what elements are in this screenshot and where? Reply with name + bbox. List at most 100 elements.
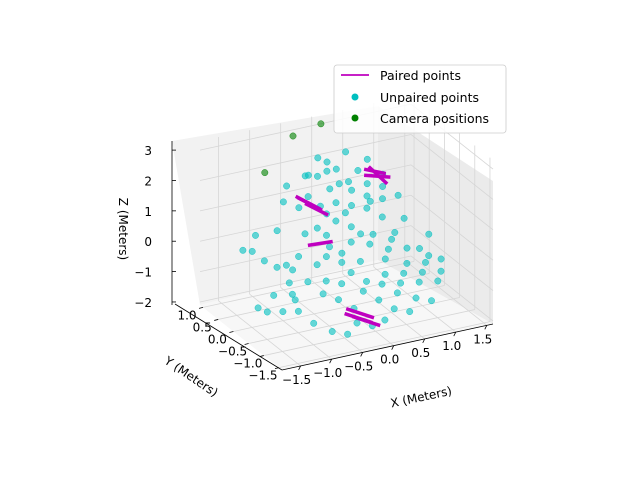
y-tick-label: −1.5 xyxy=(248,369,277,383)
unpaired-point xyxy=(273,263,281,271)
paired-point-link xyxy=(345,307,375,320)
unpaired-point xyxy=(434,277,442,285)
legend-label-camera: Camera positions xyxy=(380,111,489,126)
unpaired-point xyxy=(384,245,392,253)
x-gridline xyxy=(218,300,301,367)
z-gridline xyxy=(410,194,494,261)
unpaired-point xyxy=(437,267,445,275)
x-tick-label: 1.0 xyxy=(442,339,461,353)
x-tick-label: −1.0 xyxy=(313,366,342,380)
unpaired-point xyxy=(391,229,399,236)
unpaired-point xyxy=(394,191,402,199)
z-gridline xyxy=(199,194,412,242)
unpaired-point xyxy=(348,186,356,194)
unpaired-point xyxy=(332,165,340,173)
unpaired-point xyxy=(437,255,445,263)
z-gridline xyxy=(199,255,412,303)
unpaired-point xyxy=(378,280,386,288)
unpaired-point xyxy=(428,297,435,305)
x-tick-label: 0.0 xyxy=(380,353,399,367)
unpaired-point xyxy=(381,255,389,263)
x-tick-label: 1.5 xyxy=(473,332,492,346)
unpaired-point xyxy=(345,178,352,186)
unpaired-point xyxy=(323,167,331,175)
unpaired-point xyxy=(412,294,420,302)
unpaired-point xyxy=(403,244,411,252)
unpaired-point xyxy=(363,204,371,212)
y-tick-mark xyxy=(214,319,219,321)
x-gridline xyxy=(404,260,488,326)
unpaired-point xyxy=(282,261,290,269)
y-tick-label: 0.5 xyxy=(193,320,212,334)
unpaired-point xyxy=(319,290,327,298)
unpaired-point xyxy=(356,257,364,265)
unpaired-point xyxy=(338,249,346,257)
x-gridline xyxy=(249,293,332,360)
unpaired-point xyxy=(248,247,256,255)
unpaired-point xyxy=(418,268,426,276)
unpaired-point xyxy=(313,224,321,232)
unpaired-point xyxy=(381,316,389,324)
y-gridline xyxy=(263,309,475,356)
y-tick-label: 1.0 xyxy=(177,308,196,322)
camera-position-point xyxy=(261,169,269,177)
z-axis-label: Z (Meters) xyxy=(116,198,130,260)
unpaired-point xyxy=(285,279,293,287)
unpaired-point xyxy=(366,197,374,205)
y-tick-mark xyxy=(274,367,280,369)
z-ticks: 3 2 1 0 −1 −2 xyxy=(134,144,176,310)
z-gridline xyxy=(410,255,494,322)
unpaired-point xyxy=(291,296,299,304)
x-tick-label: 0.5 xyxy=(411,346,430,360)
unpaired-point xyxy=(332,217,340,225)
unpaired-point xyxy=(422,258,429,266)
unpaired-point xyxy=(304,193,312,201)
y-tick-label: 0.0 xyxy=(208,332,227,346)
camera-position-point xyxy=(289,132,297,140)
legend-frame xyxy=(333,64,507,134)
unpaired-point xyxy=(344,330,352,338)
unpaired-point xyxy=(400,269,408,277)
y-gridline xyxy=(248,297,460,344)
unpaired-point xyxy=(347,223,355,231)
unpaired-point xyxy=(273,227,281,235)
unpaired-point xyxy=(301,172,309,180)
unpaired-point xyxy=(353,319,361,327)
unpaired-point xyxy=(354,167,362,174)
unpaired-point xyxy=(342,148,350,156)
unpaired-point xyxy=(279,198,287,206)
unpaired-point xyxy=(263,308,271,316)
unpaired-point xyxy=(338,280,346,288)
unpaired-point xyxy=(335,180,343,188)
unpaired-point xyxy=(335,296,342,304)
z-tick-label: −1 xyxy=(134,266,152,280)
unpaired-point xyxy=(379,195,386,203)
unpaired-point xyxy=(379,183,387,190)
unpaired-point xyxy=(425,230,433,238)
y-tick-label: −1.0 xyxy=(233,357,262,371)
x-axis-line xyxy=(281,323,494,371)
y-ticks: 1.00.50.0−0.5−1.0−1.5 xyxy=(177,307,280,383)
unpaired-point xyxy=(326,185,334,193)
unpaired-point xyxy=(332,199,340,207)
unpaired-point xyxy=(322,253,330,261)
unpaired-point xyxy=(363,192,371,200)
unpaired-point xyxy=(283,182,291,190)
paired-point-link xyxy=(304,201,329,217)
z-tick-label: −2 xyxy=(134,296,152,310)
z-gridline xyxy=(410,225,494,291)
unpaired-point xyxy=(310,319,318,327)
x-tick-mark xyxy=(422,338,426,344)
unpaired-point xyxy=(322,277,330,285)
y-tick-mark xyxy=(259,355,264,357)
unpaired-point xyxy=(393,289,401,297)
unpaired-point xyxy=(270,291,278,299)
x-tick-mark xyxy=(391,345,395,350)
y-gridline xyxy=(278,321,491,368)
unpaired-point xyxy=(347,269,355,277)
unpaired-point xyxy=(397,279,405,287)
unpaired-point xyxy=(341,209,349,217)
z-tick-label: 2 xyxy=(144,174,152,188)
unpaired-point xyxy=(363,155,371,163)
